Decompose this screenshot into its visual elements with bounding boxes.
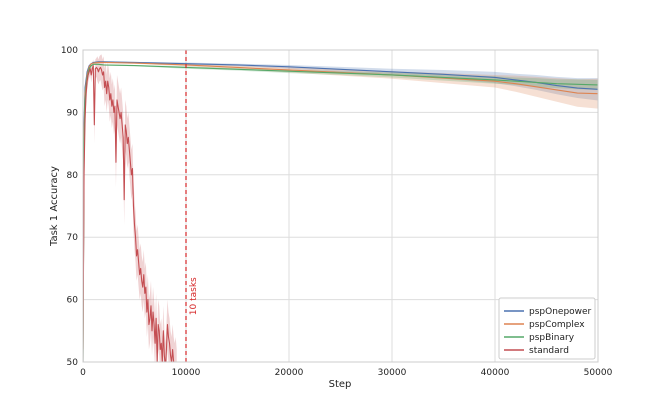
x-tick-labels: 0 10000 20000 30000 40000 50000 [80,368,612,378]
x-tick-label: 20000 [275,368,304,378]
series-lines [83,61,598,362]
legend-box [498,297,596,360]
y-tick-label: 90 [67,108,79,118]
psponepower-band [83,61,598,362]
annotation-group: 10 tasks [185,50,199,362]
y-tick-label: 100 [61,46,78,56]
x-tick-label: 30000 [378,368,407,378]
y-tick-label: 50 [67,358,79,368]
y-axis-label: Task 1 Accuracy [49,166,60,247]
plot-frame [82,49,599,363]
standard-line [83,65,177,362]
x-tick-label: 50000 [584,368,613,378]
pspbinary-legend-label: pspBinary [529,333,575,343]
psponepower-legend-label: pspOnepower [529,307,592,317]
pspcomplex-legend-label: pspComplex [529,320,585,330]
ten-tasks-label: 10 tasks [189,277,199,315]
y-tick-label: 60 [67,296,79,306]
y-tick-label: 80 [67,171,79,181]
x-tick-label: 40000 [481,368,510,378]
y-tick-label: 70 [67,233,79,243]
y-tick-labels: 50 60 70 80 90 100 [61,46,78,368]
legend: pspOnepower pspComplex pspBinary standard [498,297,596,360]
pspcomplex-band [83,61,598,362]
standard-legend-label: standard [529,346,569,356]
x-tick-label: 10000 [172,368,201,378]
x-tick-label: 0 [80,368,86,378]
x-axis-label: Step [329,379,352,390]
